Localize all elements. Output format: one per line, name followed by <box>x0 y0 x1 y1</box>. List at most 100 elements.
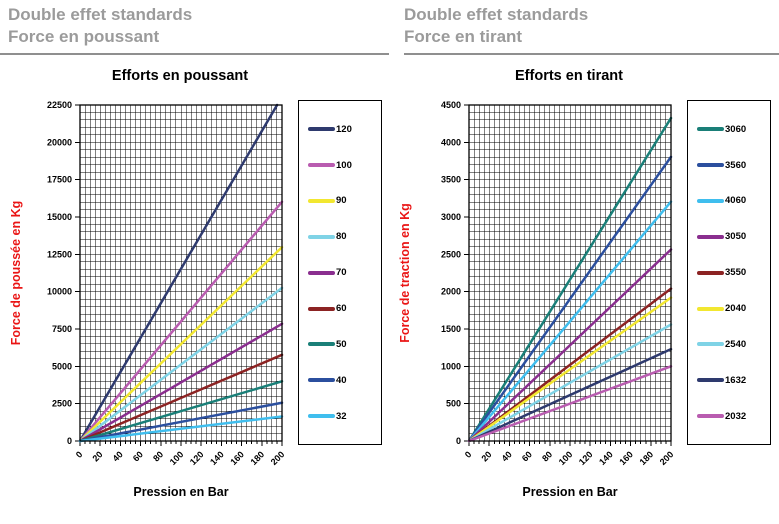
chart-area-poussant: Force de poussée en Kg 0 20 40 60 80 100 120 14… <box>0 98 389 485</box>
legend-item-40: 40 <box>308 375 379 386</box>
legend-swatch-1632 <box>697 378 724 383</box>
chart-title-poussant: Efforts en poussant <box>111 68 249 85</box>
svg-text:3500: 3500 <box>441 175 461 185</box>
legend-label: 90 <box>336 195 347 207</box>
legend-label: 80 <box>336 231 347 243</box>
svg-text:180: 180 <box>638 450 656 468</box>
svg-text:1000: 1000 <box>441 362 461 372</box>
svg-text:12500: 12500 <box>47 250 72 260</box>
svg-text:60: 60 <box>131 450 145 464</box>
legend-label: 50 <box>336 338 347 350</box>
x-axis-title: Pression en Bar <box>522 485 618 500</box>
legend-item-50: 50 <box>308 339 379 350</box>
svg-text:2000: 2000 <box>441 287 461 297</box>
axis-ticks <box>464 104 672 447</box>
series-line-40 <box>78 401 284 443</box>
legend-swatch-100 <box>308 163 335 167</box>
series-line-120 <box>78 103 279 443</box>
series-line-50 <box>78 380 284 443</box>
svg-text:200: 200 <box>658 450 676 468</box>
svg-text:20: 20 <box>479 450 493 464</box>
svg-text:80: 80 <box>540 450 554 464</box>
legend-swatch-90 <box>308 198 335 203</box>
legend-label: 2540 <box>725 338 747 350</box>
svg-text:3000: 3000 <box>441 212 461 222</box>
svg-text:20: 20 <box>90 450 104 464</box>
legend-item-80: 80 <box>308 231 379 242</box>
svg-text:2500: 2500 <box>441 250 461 260</box>
chart-area-tirant: Force de traction en Kg 0 20 40 60 80 100 120 1… <box>389 98 779 485</box>
legend-item-3560: 3560 <box>697 160 768 171</box>
legend-poussant: 120 100 90 80 70 60 50 40 32 <box>298 100 382 446</box>
y-axis-title: Force de poussée en Kg <box>9 200 23 346</box>
legend-swatch-4060 <box>697 198 724 203</box>
legend-item-4060: 4060 <box>697 195 768 206</box>
svg-text:20000: 20000 <box>47 138 72 148</box>
header-line2: Force en poussant <box>8 27 160 47</box>
header-line1: Double effet standards <box>404 5 589 24</box>
legend-item-3050: 3050 <box>697 231 768 242</box>
legend-item-60: 60 <box>308 303 379 314</box>
svg-text:40: 40 <box>111 450 125 464</box>
legend-item-3060: 3060 <box>697 124 768 135</box>
legend-swatch-70 <box>308 270 335 275</box>
svg-text:10000: 10000 <box>47 287 72 297</box>
legend-swatch-120 <box>308 127 335 132</box>
series-line-70 <box>78 322 284 443</box>
series-line-4060 <box>467 200 673 443</box>
legend-swatch-3050 <box>697 234 724 239</box>
legend-swatch-2540 <box>697 342 724 347</box>
panel-header-tirant: Double effet standards Force en tirant <box>404 0 779 56</box>
svg-text:0: 0 <box>463 450 474 461</box>
series-lines <box>78 103 284 443</box>
legend-swatch-60 <box>308 306 335 311</box>
series-line-100 <box>78 200 284 443</box>
series-line-90 <box>78 246 284 443</box>
legend-swatch-40 <box>308 378 335 383</box>
legend-label: 3560 <box>725 159 747 171</box>
legend-item-90: 90 <box>308 195 379 206</box>
axis-ticks <box>75 104 283 447</box>
svg-text:80: 80 <box>151 450 165 464</box>
svg-text:0: 0 <box>67 436 72 446</box>
svg-text:0: 0 <box>74 450 85 461</box>
legend-item-120: 120 <box>308 124 379 135</box>
svg-text:200: 200 <box>269 450 287 468</box>
legend-label: 3050 <box>725 231 747 243</box>
header-line2: Force en tirant <box>404 27 523 47</box>
svg-text:140: 140 <box>597 450 615 468</box>
svg-text:100: 100 <box>168 450 186 468</box>
page: Double effet standards Force en poussant… <box>0 0 779 500</box>
legend-label: 4060 <box>725 195 747 207</box>
series-line-3060 <box>467 117 673 443</box>
legend-item-32: 32 <box>308 411 379 422</box>
svg-text:60: 60 <box>520 450 534 464</box>
svg-text:500: 500 <box>446 399 461 409</box>
svg-text:1500: 1500 <box>441 324 461 334</box>
series-lines <box>467 117 673 443</box>
legend-item-70: 70 <box>308 267 379 278</box>
panel-tirant: Double effet standards Force en tirant E… <box>389 0 779 499</box>
legend-label: 40 <box>336 374 347 386</box>
legend-label: 60 <box>336 303 347 314</box>
legend-label: 100 <box>336 159 352 171</box>
legend-label: 1632 <box>725 374 747 386</box>
legend-item-1632: 1632 <box>697 375 768 386</box>
svg-text:4500: 4500 <box>441 100 461 110</box>
plot-border <box>468 104 672 442</box>
y-tick-labels: 0 2500 5000 7500 10000 12500 15000 17500 20000 22… <box>47 100 72 446</box>
panel-header-poussant: Double effet standards Force en poussant <box>0 0 389 56</box>
legend-label: 70 <box>336 267 347 279</box>
legend-item-2040: 2040 <box>697 303 768 314</box>
legend-label: 3550 <box>725 267 747 279</box>
legend-swatch-2032 <box>697 414 724 419</box>
x-tick-labels: 0 20 40 60 80 100 120 140 160 180 200 <box>463 450 676 468</box>
chart-title-tirant: Efforts en tirant <box>515 68 623 85</box>
series-line-2040 <box>467 296 673 443</box>
x-axis-title: Pression en Bar <box>133 485 229 500</box>
series-line-2032 <box>467 365 673 443</box>
legend-label: 2032 <box>725 410 747 422</box>
svg-text:160: 160 <box>228 450 246 468</box>
series-line-3560 <box>467 155 673 443</box>
y-axis-title-wrap: Force de poussée en Kg <box>0 98 32 448</box>
